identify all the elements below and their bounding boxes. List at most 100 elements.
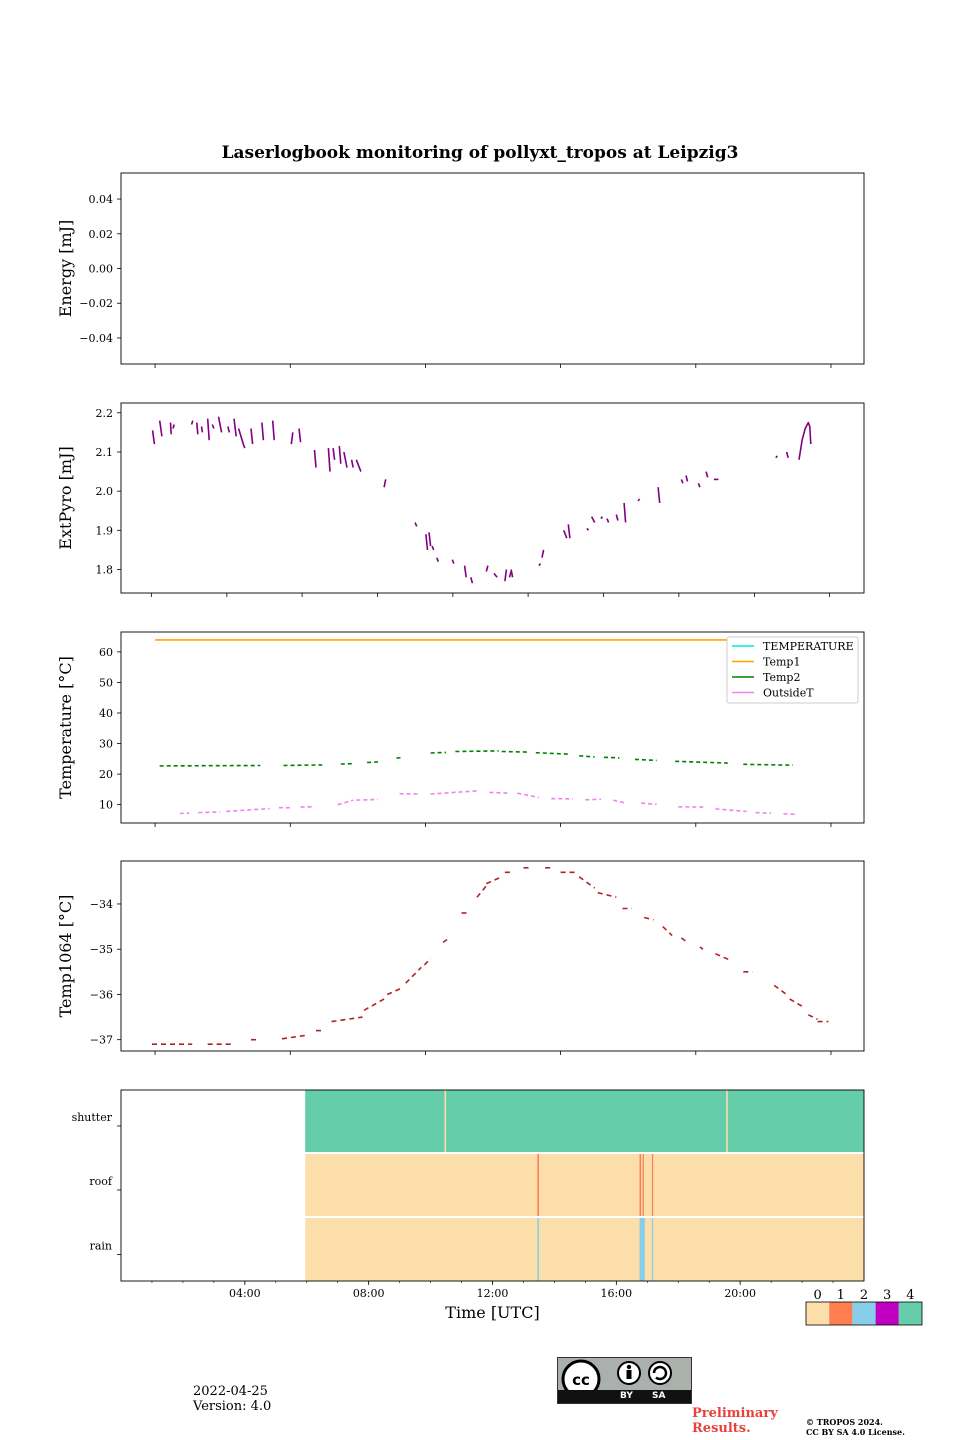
series-outsidet-segment xyxy=(756,813,772,814)
colorbar-label: 2 xyxy=(860,1288,868,1303)
y-tick-label: 0.00 xyxy=(89,263,114,276)
series-extpyro-segment xyxy=(192,421,193,425)
series-extpyro-segment xyxy=(452,560,454,564)
series-extpyro-segment xyxy=(706,472,708,478)
series-extpyro-segment xyxy=(686,476,688,482)
colorbar-label: 0 xyxy=(813,1288,821,1303)
series-temp2-segment xyxy=(579,756,595,757)
status-event xyxy=(445,1090,447,1152)
series-temp1064-segment xyxy=(486,877,502,884)
y-tick-label: 20 xyxy=(99,768,113,781)
cc-logo-text: cc xyxy=(572,1371,590,1389)
date-label: 2022-04-25 xyxy=(193,1384,268,1399)
series-extpyro-segment xyxy=(212,425,214,429)
legend: TEMPERATURETemp1Temp2OutsideT xyxy=(727,637,858,703)
series-extpyro-segment xyxy=(171,423,172,435)
series-extpyro-segment xyxy=(542,550,544,558)
status-event xyxy=(537,1154,539,1216)
figure-title: Laserlogbook monitoring of pollyxt_tropo… xyxy=(222,143,739,163)
y-tick-label: −37 xyxy=(90,1034,113,1047)
series-extpyro-segment xyxy=(299,429,301,443)
series-extpyro-segment xyxy=(173,425,174,429)
y-tick-label: −35 xyxy=(90,943,113,956)
series-temp2-segment xyxy=(743,764,793,765)
series-extpyro-segment xyxy=(799,423,811,460)
series-temp1064-segment xyxy=(808,1015,817,1020)
y-axis-label: Temp1064 [°C] xyxy=(56,895,75,1018)
series-extpyro-segment xyxy=(202,427,203,433)
y-tick-label: −34 xyxy=(90,898,113,911)
series-extpyro-segment xyxy=(511,570,512,578)
series-extpyro-segment xyxy=(344,452,347,468)
series-extpyro-segment xyxy=(587,528,589,530)
x-axis-label: Time [UTC] xyxy=(445,1303,539,1322)
series-extpyro-segment xyxy=(601,517,603,519)
colorbar-label: 3 xyxy=(883,1288,891,1303)
y-tick-label: 2.0 xyxy=(96,485,114,498)
colorbar-cell xyxy=(899,1302,922,1325)
legend-label: OutsideT xyxy=(763,687,814,700)
series-extpyro-segment xyxy=(273,421,275,441)
series-outsidet-segment xyxy=(585,799,601,800)
preliminary-results-label: Results. xyxy=(692,1421,751,1436)
series-outsidet-segment xyxy=(226,809,269,812)
y-tick-label: 2.1 xyxy=(96,446,114,459)
series-extpyro-segment xyxy=(681,479,683,483)
series-extpyro-segment xyxy=(262,423,264,441)
colorbar-cell xyxy=(806,1302,829,1325)
series-extpyro-segment xyxy=(437,558,439,562)
status-row-rain xyxy=(305,1218,864,1281)
series-extpyro-segment xyxy=(291,432,293,444)
series-extpyro-segment xyxy=(638,499,640,501)
x-tick-label: 04:00 xyxy=(229,1287,261,1300)
panel-temperature: 605040302010Temperature [°C]TEMPERATURET… xyxy=(56,632,864,827)
series-temp1064-segment xyxy=(598,893,617,898)
status-row-shutter xyxy=(305,1090,864,1152)
series-extpyro-segment xyxy=(494,573,497,577)
legend-label: TEMPERATURE xyxy=(763,640,854,653)
series-temp1064-segment xyxy=(332,1017,363,1022)
series-temp2-segment xyxy=(455,751,498,752)
series-temp2-segment xyxy=(604,757,619,758)
status-row-label: roof xyxy=(89,1175,113,1188)
series-temp2-segment xyxy=(536,753,570,755)
y-axis-label: Energy [mJ] xyxy=(56,220,75,318)
series-extpyro-segment xyxy=(505,570,507,582)
y-tick-label: −0.04 xyxy=(79,332,113,345)
status-event xyxy=(652,1154,653,1216)
series-extpyro-segment xyxy=(339,446,341,464)
series-temp1064-segment xyxy=(681,938,687,943)
series-extpyro-segment xyxy=(251,429,253,445)
status-event xyxy=(726,1090,728,1152)
series-extpyro-segment xyxy=(415,523,417,527)
y-tick-label: 2.2 xyxy=(96,407,114,420)
series-temp1064-segment xyxy=(700,947,703,949)
copyright-label: © TROPOS 2024. xyxy=(806,1417,883,1427)
x-tick-label: 20:00 xyxy=(724,1287,756,1300)
series-temp1064-segment xyxy=(644,918,653,920)
y-tick-label: 50 xyxy=(99,676,113,689)
series-outsidet-segment xyxy=(198,812,220,813)
series-extpyro-segment xyxy=(429,532,431,546)
series-temp1064-segment xyxy=(387,988,403,995)
series-extpyro-segment xyxy=(607,519,609,523)
series-extpyro-segment xyxy=(624,503,626,523)
version-label: Version: 4.0 xyxy=(193,1399,271,1414)
series-extpyro-segment xyxy=(592,517,595,523)
y-tick-label: 30 xyxy=(99,738,113,751)
series-extpyro-segment xyxy=(787,452,789,458)
cc-by-label: BY xyxy=(620,1390,633,1403)
colorbar-label: 1 xyxy=(837,1288,845,1303)
sa-icon xyxy=(649,1362,671,1384)
series-extpyro-segment xyxy=(471,577,473,583)
series-extpyro-segment xyxy=(352,460,354,468)
series-temp1064-segment xyxy=(715,954,731,961)
x-tick-label: 16:00 xyxy=(600,1287,632,1300)
status-row-label: shutter xyxy=(72,1111,113,1124)
legend-label: Temp1 xyxy=(763,656,800,669)
y-tick-label: 10 xyxy=(99,799,113,812)
colorbar-cell xyxy=(852,1302,875,1325)
series-extpyro-segment xyxy=(160,421,162,437)
y-axis-label: Temperature [°C] xyxy=(56,656,75,799)
